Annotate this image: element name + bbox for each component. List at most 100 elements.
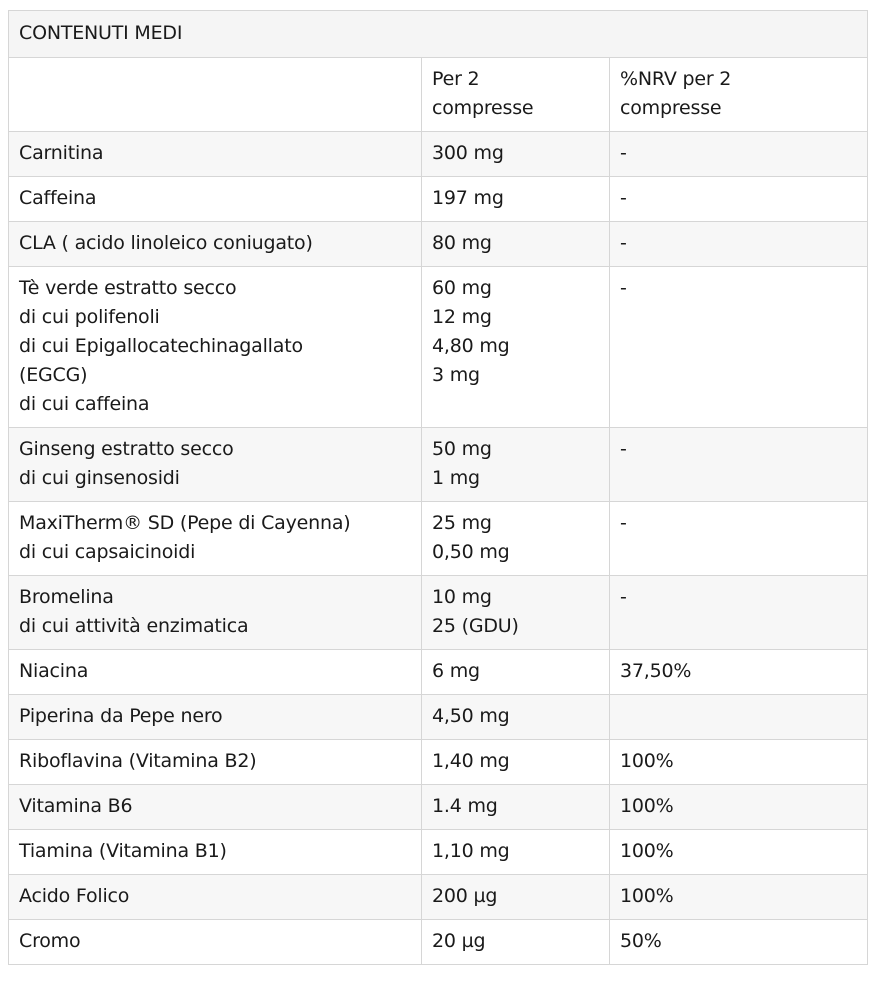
nrv-cell: 37,50% xyxy=(608,649,869,695)
amount-cell-line: 12 mg xyxy=(432,306,492,328)
ingredient-cell-line: di cui polifenoli xyxy=(19,306,160,328)
ingredient-cell-line: MaxiTherm® SD (Pepe di Cayenna) xyxy=(19,512,351,534)
ingredient-cell: Tè verde estratto secco di cui polifenoli… xyxy=(8,266,422,428)
amount-cell: 25 mg 0,50 mg xyxy=(421,501,610,576)
nrv-cell: - xyxy=(608,501,869,576)
table-row: Carnitina 300 mg - xyxy=(8,131,869,177)
amount-cell: 6 mg xyxy=(421,649,610,695)
table-row: Ginseng estratto secco di cui ginsenosidi… xyxy=(8,427,869,502)
ingredient-cell-line: Carnitina xyxy=(19,142,104,164)
amount-cell-line: 1,40 mg xyxy=(432,750,510,772)
amount-cell: 197 mg xyxy=(421,176,610,222)
nrv-cell: - xyxy=(608,427,869,502)
nrv-cell: - xyxy=(608,221,869,267)
ingredient-cell-line: Tè verde estratto secco xyxy=(19,277,237,299)
ingredient-cell: Tiamina (Vitamina B1) xyxy=(8,829,422,875)
amount-cell: 50 mg 1 mg xyxy=(421,427,610,502)
ingredient-cell-line: Cromo xyxy=(19,930,81,952)
ingredient-cell: MaxiTherm® SD (Pepe di Cayenna) di cui ca… xyxy=(8,501,422,576)
ingredient-cell-line: CLA ( acido linoleico coniugato) xyxy=(19,232,313,254)
ingredient-cell-line: di cui capsaicinoidi xyxy=(19,541,196,563)
amount-cell-line: 200 µg xyxy=(432,885,498,907)
header-line: compresse xyxy=(432,97,534,119)
nrv-cell: 50% xyxy=(608,919,869,965)
ingredient-cell: Caffeina xyxy=(8,176,422,222)
ingredient-cell-line: (EGCG) xyxy=(19,364,88,386)
nrv-cell: - xyxy=(608,575,869,650)
header-line: %NRV per 2 xyxy=(620,68,732,90)
nrv-cell-line: 100% xyxy=(620,750,674,772)
amount-cell-line: 60 mg xyxy=(432,277,492,299)
table-row: Riboflavina (Vitamina B2) 1,40 mg 100% xyxy=(8,739,869,785)
ingredient-cell-line: Ginseng estratto secco xyxy=(19,438,234,460)
ingredient-cell: Carnitina xyxy=(8,131,422,177)
amount-cell-line: 197 mg xyxy=(432,187,504,209)
amount-cell-line: 0,50 mg xyxy=(432,541,510,563)
ingredient-cell-line: Tiamina (Vitamina B1) xyxy=(19,840,227,862)
nrv-cell-line: 100% xyxy=(620,885,674,907)
amount-cell-line: 6 mg xyxy=(432,660,480,682)
nrv-cell: - xyxy=(608,131,869,177)
amount-cell: 1,10 mg xyxy=(421,829,610,875)
nrv-cell: - xyxy=(608,176,869,222)
ingredient-cell-line: Niacina xyxy=(19,660,89,682)
amount-cell: 80 mg xyxy=(421,221,610,267)
nrv-cell-line: - xyxy=(620,512,627,534)
header-per-dose: Per 2 compresse xyxy=(421,57,610,132)
nrv-cell xyxy=(608,694,869,740)
table-row: Caffeina 197 mg - xyxy=(8,176,869,222)
nrv-cell-line: - xyxy=(620,187,627,209)
header-ingredient xyxy=(8,57,422,132)
amount-cell-line: 50 mg xyxy=(432,438,492,460)
amount-cell-line: 1.4 mg xyxy=(432,795,498,817)
ingredient-cell-line: Vitamina B6 xyxy=(19,795,133,817)
amount-cell-line: 80 mg xyxy=(432,232,492,254)
nrv-cell-line: - xyxy=(620,438,627,460)
header-line: Per 2 xyxy=(432,68,480,90)
ingredient-cell-line: Bromelina xyxy=(19,586,114,608)
ingredient-cell: CLA ( acido linoleico coniugato) xyxy=(8,221,422,267)
table-row: Tè verde estratto secco di cui polifenoli… xyxy=(8,266,869,428)
header-nrv: %NRV per 2 compresse xyxy=(608,57,869,132)
ingredient-cell: Bromelina di cui attività enzimatica xyxy=(8,575,422,650)
ingredient-cell: Niacina xyxy=(8,649,422,695)
header-line: compresse xyxy=(620,97,722,119)
amount-cell: 20 µg xyxy=(421,919,610,965)
amount-cell: 300 mg xyxy=(421,131,610,177)
ingredient-cell-line: di cui ginsenosidi xyxy=(19,467,180,489)
ingredient-cell-line: Caffeina xyxy=(19,187,97,209)
table-row: Acido Folico 200 µg 100% xyxy=(8,874,869,920)
nrv-cell-line: 37,50% xyxy=(620,660,692,682)
table-row: CLA ( acido linoleico coniugato) 80 mg - xyxy=(8,221,869,267)
ingredient-cell-line: di cui caffeina xyxy=(19,393,150,415)
ingredient-cell-line: Piperina da Pepe nero xyxy=(19,705,223,727)
table-title: CONTENUTI MEDI xyxy=(7,10,869,58)
nutrition-table: CONTENUTI MEDI Per 2 compresse %NRV per 2… xyxy=(7,10,869,965)
ingredient-cell-line: di cui attività enzimatica xyxy=(19,615,249,637)
ingredient-cell-line: Acido Folico xyxy=(19,885,130,907)
table-title-row: CONTENUTI MEDI xyxy=(7,10,869,58)
nrv-cell: 100% xyxy=(608,739,869,785)
table-row: Cromo 20 µg 50% xyxy=(8,919,869,965)
amount-cell-line: 1 mg xyxy=(432,467,480,489)
table-row: Bromelina di cui attività enzimatica 10 mg… xyxy=(8,575,869,650)
nrv-cell-line: - xyxy=(620,277,627,299)
nrv-cell: 100% xyxy=(608,784,869,830)
nrv-cell: - xyxy=(608,266,869,428)
ingredient-cell: Riboflavina (Vitamina B2) xyxy=(8,739,422,785)
nrv-cell-line: - xyxy=(620,586,627,608)
ingredient-cell: Cromo xyxy=(8,919,422,965)
amount-cell: 200 µg xyxy=(421,874,610,920)
amount-cell: 1.4 mg xyxy=(421,784,610,830)
amount-cell: 4,50 mg xyxy=(421,694,610,740)
ingredient-cell: Piperina da Pepe nero xyxy=(8,694,422,740)
ingredient-cell: Vitamina B6 xyxy=(8,784,422,830)
amount-cell-line: 1,10 mg xyxy=(432,840,510,862)
amount-cell-line: 3 mg xyxy=(432,364,480,386)
nrv-cell: 100% xyxy=(608,874,869,920)
table-header-row: Per 2 compresse %NRV per 2 compresse xyxy=(8,57,869,132)
amount-cell-line: 25 mg xyxy=(432,512,492,534)
table-row: Vitamina B6 1.4 mg 100% xyxy=(8,784,869,830)
amount-cell-line: 300 mg xyxy=(432,142,504,164)
amount-cell-line: 25 (GDU) xyxy=(432,615,519,637)
